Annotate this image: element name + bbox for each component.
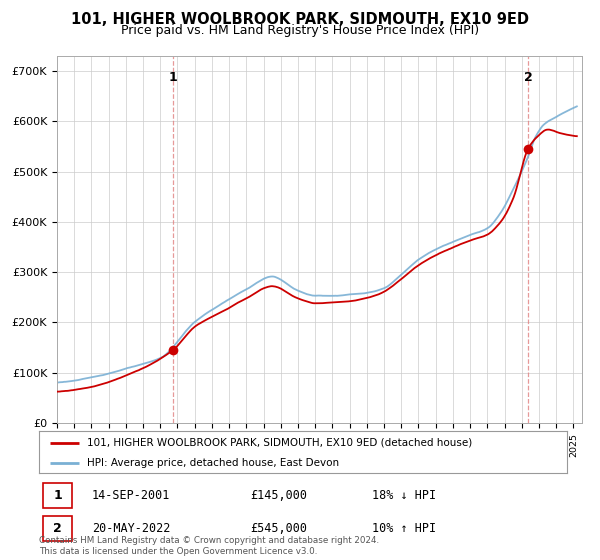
- Text: HPI: Average price, detached house, East Devon: HPI: Average price, detached house, East…: [86, 458, 338, 468]
- Text: 2: 2: [524, 71, 533, 83]
- Text: 18% ↓ HPI: 18% ↓ HPI: [371, 489, 436, 502]
- FancyBboxPatch shape: [43, 516, 72, 542]
- Text: £545,000: £545,000: [250, 522, 307, 535]
- FancyBboxPatch shape: [43, 483, 72, 508]
- Text: £145,000: £145,000: [250, 489, 307, 502]
- Text: Contains HM Land Registry data © Crown copyright and database right 2024.
This d: Contains HM Land Registry data © Crown c…: [39, 536, 379, 556]
- Text: 20-MAY-2022: 20-MAY-2022: [92, 522, 170, 535]
- Text: 1: 1: [53, 489, 62, 502]
- Text: 1: 1: [168, 71, 177, 83]
- Text: 14-SEP-2001: 14-SEP-2001: [92, 489, 170, 502]
- Text: 2: 2: [53, 522, 62, 535]
- Text: Price paid vs. HM Land Registry's House Price Index (HPI): Price paid vs. HM Land Registry's House …: [121, 24, 479, 36]
- Text: 101, HIGHER WOOLBROOK PARK, SIDMOUTH, EX10 9ED (detached house): 101, HIGHER WOOLBROOK PARK, SIDMOUTH, EX…: [86, 438, 472, 448]
- Text: 101, HIGHER WOOLBROOK PARK, SIDMOUTH, EX10 9ED: 101, HIGHER WOOLBROOK PARK, SIDMOUTH, EX…: [71, 12, 529, 27]
- Text: 10% ↑ HPI: 10% ↑ HPI: [371, 522, 436, 535]
